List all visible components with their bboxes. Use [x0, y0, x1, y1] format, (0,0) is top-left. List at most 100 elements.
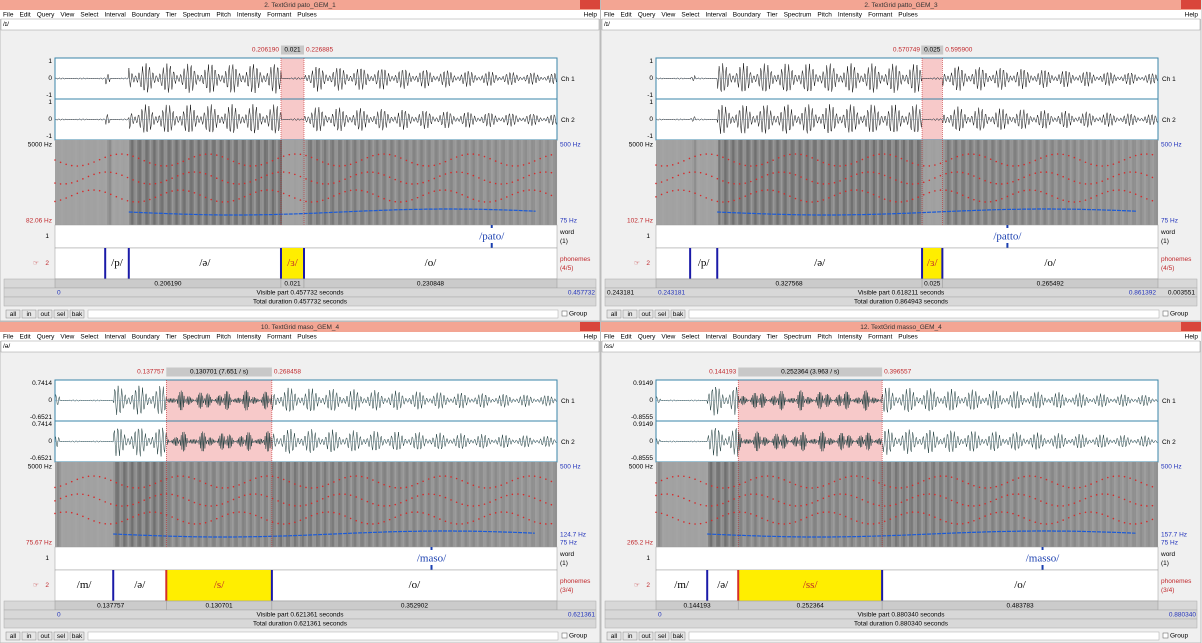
zoom-button[interactable] [654, 309, 670, 319]
zoom-button[interactable] [5, 631, 21, 641]
menu-item[interactable]: Tier [767, 12, 779, 19]
interval-label[interactable]: /p/ [698, 257, 711, 269]
text-field[interactable] [601, 18, 1201, 31]
menu-item[interactable]: Edit [620, 334, 631, 341]
zoom-button[interactable] [670, 309, 686, 319]
zoom-button[interactable] [37, 309, 53, 319]
menu-item[interactable]: Formant [868, 12, 892, 19]
menu-item[interactable]: Pulses [297, 334, 317, 341]
menu-item[interactable]: Edit [19, 334, 30, 341]
menu-item[interactable]: Spectrum [183, 334, 211, 341]
menu-item[interactable]: Select [80, 12, 98, 19]
menu-help[interactable]: Help [584, 12, 598, 19]
scrollbar[interactable] [688, 309, 1160, 319]
menu-item[interactable]: Query [638, 334, 656, 341]
menu-item[interactable]: File [604, 334, 615, 341]
menu-item[interactable]: Tier [166, 12, 178, 19]
text-field[interactable] [0, 18, 600, 31]
interval-label[interactable]: /ə/ [134, 579, 146, 591]
zoom-button[interactable] [638, 309, 654, 319]
menu-item[interactable]: Intensity [237, 334, 262, 341]
group-checkbox[interactable] [1162, 310, 1169, 317]
scrollbar[interactable] [87, 309, 559, 319]
menu-item[interactable]: File [3, 12, 14, 19]
menu-item[interactable]: Pitch [817, 334, 832, 341]
menu-item[interactable]: Edit [19, 12, 30, 19]
interval-label[interactable]: /o/ [1014, 579, 1027, 591]
menu-help[interactable]: Help [584, 334, 598, 341]
zoom-button[interactable] [622, 309, 638, 319]
zoom-button[interactable] [606, 309, 622, 319]
zoom-button[interactable] [654, 631, 670, 641]
interval-label[interactable]: /o/ [409, 579, 422, 591]
scrollbar[interactable] [688, 631, 1160, 641]
text-field[interactable] [0, 340, 600, 353]
zoom-button[interactable] [606, 631, 622, 641]
menu-item[interactable]: Select [80, 334, 98, 341]
interval-label[interactable]: /ss/ [803, 579, 819, 591]
menu-item[interactable]: Pitch [216, 334, 231, 341]
menu-item[interactable]: Boundary [132, 12, 161, 19]
total-row[interactable] [3, 618, 597, 629]
interval-label[interactable]: /o/ [1044, 257, 1057, 269]
close-button[interactable] [1181, 0, 1201, 9]
menu-item[interactable]: Tier [767, 334, 779, 341]
menu-item[interactable]: Boundary [733, 334, 762, 341]
total-row[interactable] [604, 618, 1198, 629]
total-row[interactable] [3, 296, 597, 307]
menu-item[interactable]: View [661, 12, 675, 19]
text-field[interactable] [601, 340, 1201, 353]
menu-item[interactable]: File [604, 12, 615, 19]
zoom-button[interactable] [69, 309, 85, 319]
menu-item[interactable]: Interval [104, 12, 126, 19]
scrollbar[interactable] [87, 631, 559, 641]
group-checkbox[interactable] [561, 310, 568, 317]
menu-item[interactable]: View [60, 12, 74, 19]
menu-item[interactable]: Intensity [838, 334, 863, 341]
menu-item[interactable]: Boundary [733, 12, 762, 19]
interval-label[interactable]: /p/ [111, 257, 124, 269]
menu-item[interactable]: Select [681, 12, 699, 19]
menu-item[interactable]: Edit [620, 12, 631, 19]
menu-item[interactable]: Tier [166, 334, 178, 341]
menu-help[interactable]: Help [1185, 334, 1199, 341]
group-checkbox[interactable] [1162, 632, 1169, 639]
zoom-button[interactable] [638, 631, 654, 641]
menu-item[interactable]: Query [37, 334, 55, 341]
interval-label[interactable]: /o/ [425, 257, 438, 269]
menu-item[interactable]: Spectrum [784, 334, 812, 341]
group-checkbox[interactable] [561, 632, 568, 639]
menu-help[interactable]: Help [1185, 12, 1199, 19]
menu-item[interactable]: Pulses [898, 334, 918, 341]
menu-item[interactable]: Formant [267, 12, 291, 19]
zoom-button[interactable] [53, 309, 69, 319]
menu-item[interactable]: File [3, 334, 14, 341]
menu-item[interactable]: Interval [104, 334, 126, 341]
interval-label[interactable]: /ə/ [717, 579, 729, 591]
menu-item[interactable]: Spectrum [183, 12, 211, 19]
interval-label[interactable]: /ɜ/ [927, 257, 939, 269]
menu-item[interactable]: Intensity [838, 12, 863, 19]
menu-item[interactable]: Pitch [216, 12, 231, 19]
close-button[interactable] [580, 322, 600, 331]
zoom-button[interactable] [622, 631, 638, 641]
menu-item[interactable]: Pitch [817, 12, 832, 19]
interval-label[interactable]: /s/ [214, 579, 225, 591]
menu-item[interactable]: Pulses [898, 12, 918, 19]
zoom-button[interactable] [21, 309, 37, 319]
menu-item[interactable]: Formant [868, 334, 892, 341]
menu-item[interactable]: Interval [705, 334, 727, 341]
menu-item[interactable]: Pulses [297, 12, 317, 19]
total-row[interactable] [604, 296, 1198, 307]
interval-label[interactable]: /ə/ [199, 257, 211, 269]
zoom-button[interactable] [21, 631, 37, 641]
menu-item[interactable]: Query [638, 12, 656, 19]
menu-item[interactable]: Spectrum [784, 12, 812, 19]
menu-item[interactable]: Intensity [237, 12, 262, 19]
menu-item[interactable]: View [661, 334, 675, 341]
interval-label[interactable]: /ɜ/ [287, 257, 299, 269]
menu-item[interactable]: Formant [267, 334, 291, 341]
menu-item[interactable]: Query [37, 12, 55, 19]
menu-item[interactable]: Boundary [132, 334, 161, 341]
zoom-button[interactable] [53, 631, 69, 641]
